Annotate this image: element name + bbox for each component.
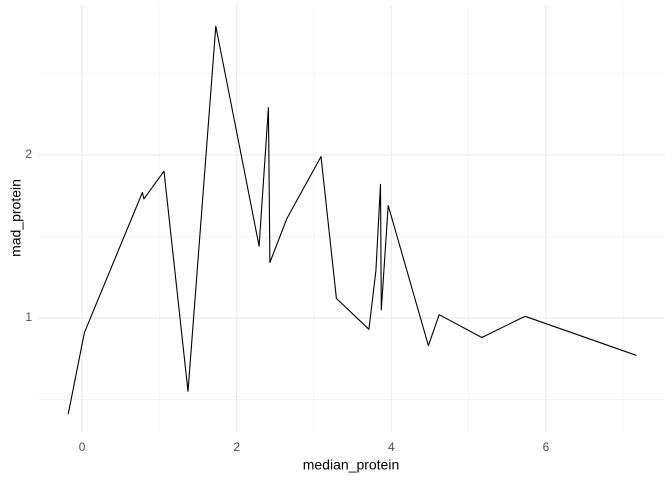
- x-tick-label: 2: [233, 440, 240, 454]
- line: [67, 25, 637, 415]
- y-axis-title: mad_protein: [8, 179, 24, 257]
- x-axis-title: median_protein: [303, 457, 400, 473]
- x-tick-label: 4: [388, 440, 395, 454]
- y-tick-label: 1: [25, 310, 32, 324]
- x-tick-label: 6: [543, 440, 550, 454]
- y-tick-label: 2: [25, 147, 32, 161]
- x-tick-label: 0: [79, 440, 86, 454]
